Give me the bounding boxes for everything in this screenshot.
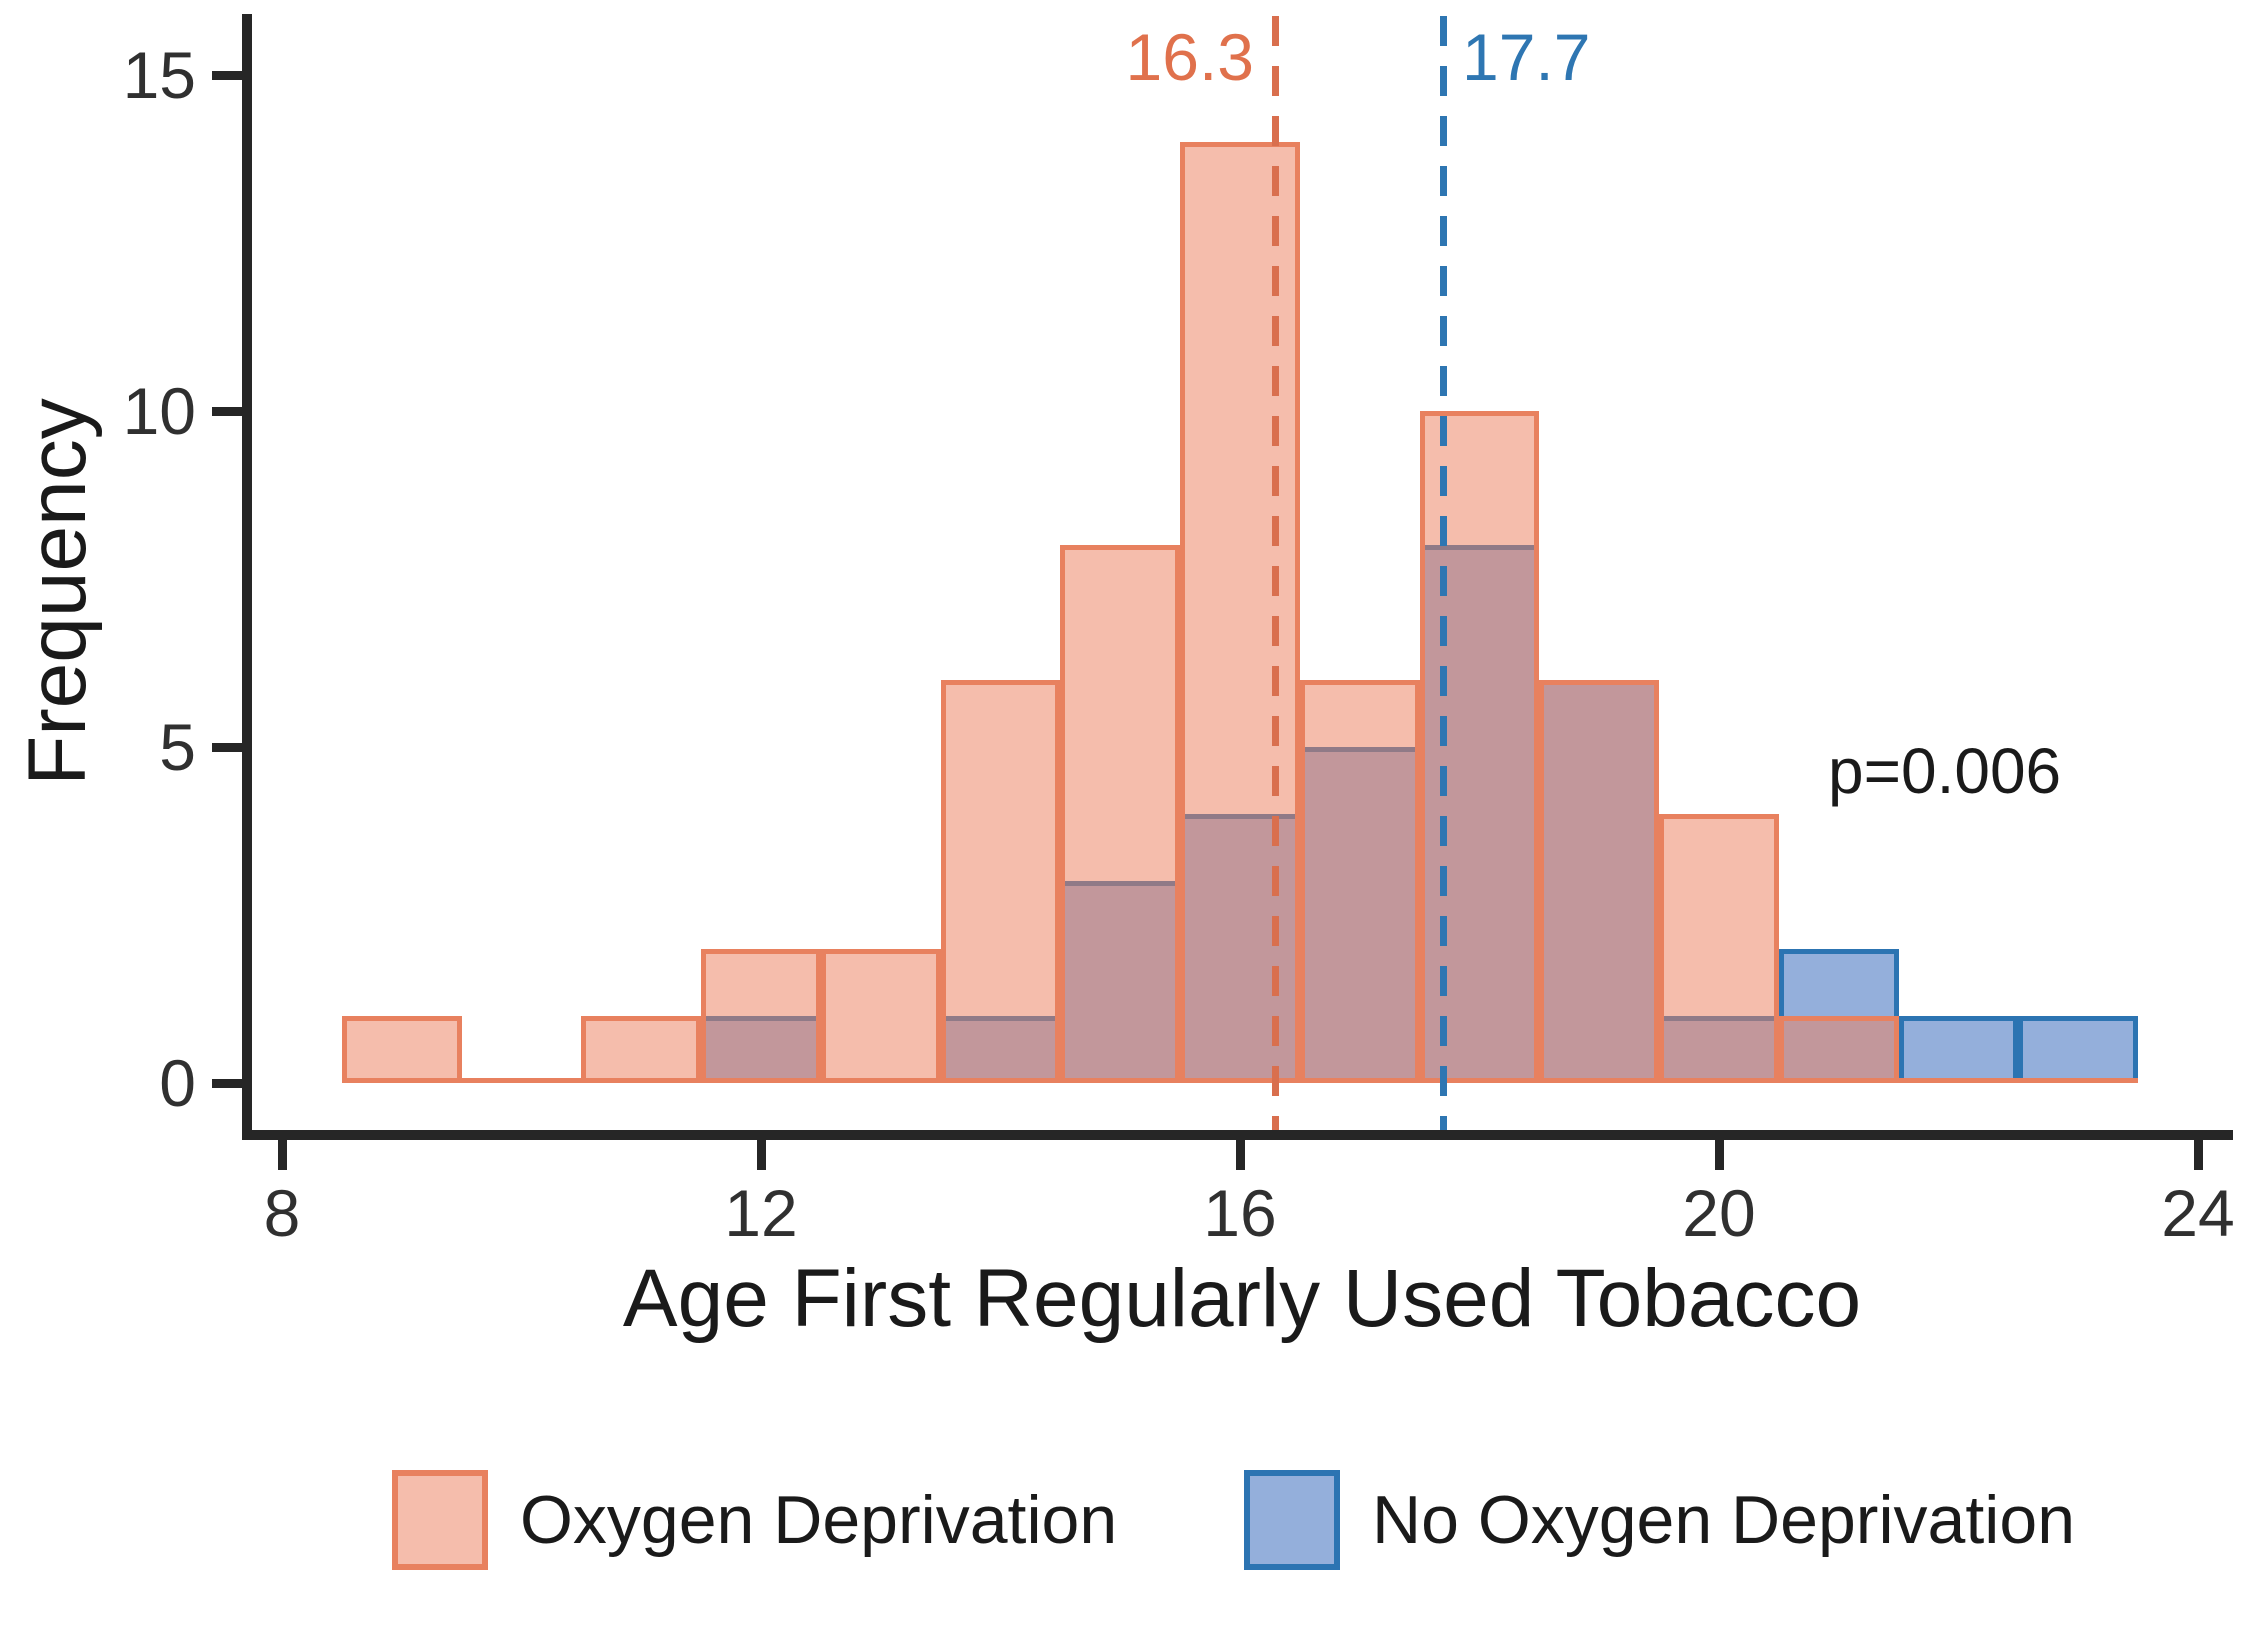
histogram-bar-orange-bin-9	[341, 1015, 462, 1083]
y-axis-title: Frequency	[12, 398, 103, 786]
x-tick-label-16: 16	[1203, 1176, 1277, 1250]
y-tick-5	[212, 742, 242, 752]
y-tick-label-5: 5	[159, 710, 196, 784]
histogram-bar-orange-bin-19	[1539, 679, 1660, 1083]
p-value-annotation: p=0.006	[1828, 735, 2062, 807]
histogram-bar-orange-bin-11	[581, 1015, 702, 1083]
x-tick-label-20: 20	[1682, 1176, 1756, 1250]
x-tick-20	[1714, 1140, 1724, 1170]
mean-line-oxygen-deprivation	[1272, 16, 1280, 1130]
y-tick-label-0: 0	[159, 1046, 196, 1120]
histogram-bar-orange-bin-16	[1180, 142, 1300, 1083]
histogram-bar-orange-bin-18	[1419, 411, 1540, 1083]
x-tick-label-8: 8	[263, 1176, 301, 1250]
histogram-bar-orange-bin-20	[1659, 814, 1779, 1083]
histogram-bar-orange-bin-15	[1060, 545, 1181, 1083]
y-axis-line	[242, 14, 252, 1140]
x-tick-label-12: 12	[724, 1176, 798, 1250]
x-tick-12	[756, 1140, 766, 1170]
histogram-baseline-outline	[342, 1078, 2138, 1083]
histogram-bar-blue-bin-23	[2018, 1015, 2139, 1083]
legend-swatch-no-oxygen-deprivation	[1244, 1470, 1340, 1570]
mean-line-no-oxygen-deprivation	[1440, 16, 1448, 1130]
y-tick-label-15: 15	[122, 38, 196, 112]
x-tick-8	[277, 1140, 287, 1170]
y-tick-0	[212, 1078, 242, 1088]
y-tick-15	[212, 70, 242, 80]
mean-value-label-no-oxygen-deprivation: 17.7	[1462, 20, 1591, 94]
histogram-bar-orange-bin-17	[1299, 679, 1420, 1083]
legend-label-no-oxygen-deprivation: No Oxygen Deprivation	[1372, 1482, 2076, 1558]
legend-swatch-oxygen-deprivation	[392, 1470, 488, 1570]
x-axis-line	[242, 1130, 2233, 1140]
y-tick-label-10: 10	[122, 374, 196, 448]
x-tick-label-24: 24	[2161, 1176, 2235, 1250]
histogram-bar-blue-bin-22	[1898, 1015, 2019, 1083]
histogram-bar-orange-bin-13	[820, 948, 941, 1083]
x-axis-title: Age First Regularly Used Tobacco	[622, 1253, 1862, 1344]
legend-label-oxygen-deprivation: Oxygen Deprivation	[520, 1482, 1118, 1558]
x-tick-16	[1235, 1140, 1245, 1170]
y-tick-10	[212, 406, 242, 416]
histogram-bar-orange-bin-12	[701, 948, 821, 1083]
x-tick-24	[2193, 1140, 2203, 1170]
histogram-bar-orange-bin-21	[1778, 1015, 1899, 1083]
mean-value-label-oxygen-deprivation: 16.3	[1125, 20, 1254, 94]
histogram-bar-orange-bin-14	[940, 679, 1061, 1083]
